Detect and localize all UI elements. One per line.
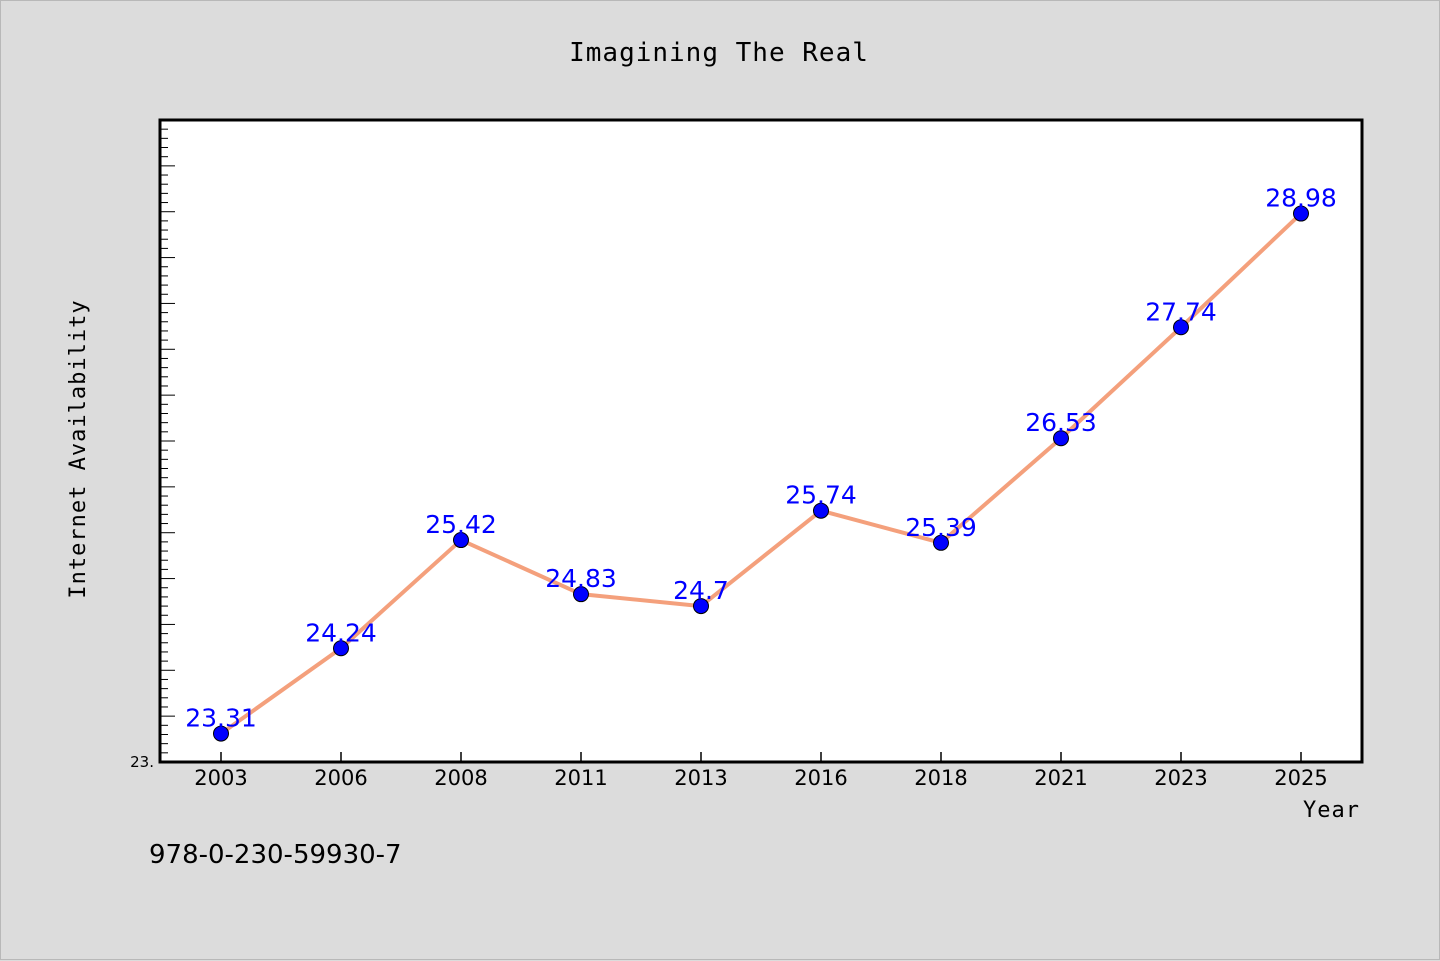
data-point [213,725,229,742]
x-axis-label: Year [1303,798,1360,823]
x-tick-label: 2021 [1034,766,1087,790]
data-label: 25.42 [425,510,497,539]
x-tick-label: 2003 [194,766,247,790]
data-label: 23.31 [185,704,257,733]
data-label: 28.98 [1265,184,1337,213]
data-point [1173,319,1189,336]
data-point [453,532,469,549]
data-label: 24.83 [545,564,617,593]
data-point [333,640,349,657]
data-point [813,502,829,519]
x-tick-label: 2006 [314,766,367,790]
data-label: 24.7 [673,576,729,605]
data-label: 24.24 [305,618,377,647]
x-tick-label: 2011 [554,766,607,790]
data-point [933,534,949,551]
x-tick-label: 2013 [674,766,727,790]
data-point [1293,205,1309,222]
x-tick-label: 2008 [434,766,487,790]
series-line [219,211,1303,736]
data-points [213,205,1309,742]
data-label: 25.39 [905,513,977,542]
chart-title: Imagining The Real [569,38,869,68]
data-point [573,586,589,603]
y-tick-label: 23. [130,753,154,771]
data-label: 25.74 [785,481,857,510]
x-tick-label: 2025 [1274,766,1327,790]
x-tick-label: 2023 [1154,766,1207,790]
x-axis-ticks: 2003 2006 2008 2011 2013 2016 2018 2021 2023 2025 [194,752,1328,790]
data-labels: 23.31 24.24 25.42 24.83 24.7 25.74 25.39 26.53 2… [185,184,1337,733]
data-point [693,598,709,615]
series-line-group [219,211,1303,736]
data-point [1053,430,1069,447]
x-tick-label: 2018 [914,766,967,790]
plot-area [158,118,1364,764]
data-label: 26.53 [1025,408,1097,437]
isbn-label: 978-0-230-59930-7 [149,840,402,870]
y-axis-label: Internet Availability [66,299,91,598]
x-tick-label: 2016 [794,766,847,790]
y-axis-ticks [160,128,175,754]
data-label: 27.74 [1145,297,1217,326]
